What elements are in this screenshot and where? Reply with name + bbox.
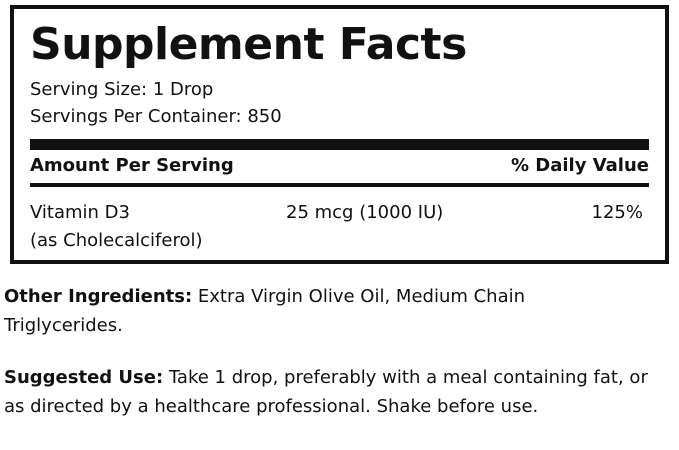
title: Supplement Facts — [30, 19, 467, 70]
other-ingredients: Other Ingredients: Extra Virgin Olive Oi… — [4, 282, 644, 340]
nutrient-form: (as Cholecalciferol) — [30, 230, 203, 251]
text: Extra Virgin Olive Oil, Medium Chain Tri… — [4, 286, 526, 336]
column-header: Amount Per Serving — [30, 155, 234, 176]
label: Suggested Use: — [4, 367, 164, 388]
thin-rule — [30, 183, 649, 187]
nutrient-amount: 25 mcg (1000 IU) — [286, 202, 444, 223]
label: Other Ingredients: — [4, 286, 193, 307]
text: Take 1 drop, preferably with a meal cont… — [4, 367, 648, 417]
suggested-use: Suggested Use: Take 1 drop, preferably w… — [4, 363, 654, 421]
daily-value: 125% — [591, 202, 643, 223]
serving-size: Serving Size: 1 Drop — [30, 79, 214, 100]
thick-rule — [30, 139, 649, 150]
nutrient-name: Vitamin D3 — [30, 202, 130, 223]
facts-panel: Supplement Facts Serving Size: 1 Drop Se… — [10, 5, 669, 264]
column-header: % Daily Value — [510, 155, 649, 176]
servings-per-container: Servings Per Container: 850 — [30, 106, 282, 127]
